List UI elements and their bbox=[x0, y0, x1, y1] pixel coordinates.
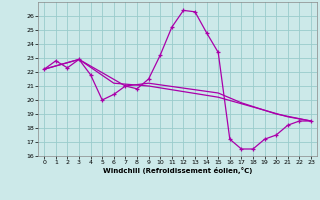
X-axis label: Windchill (Refroidissement éolien,°C): Windchill (Refroidissement éolien,°C) bbox=[103, 167, 252, 174]
